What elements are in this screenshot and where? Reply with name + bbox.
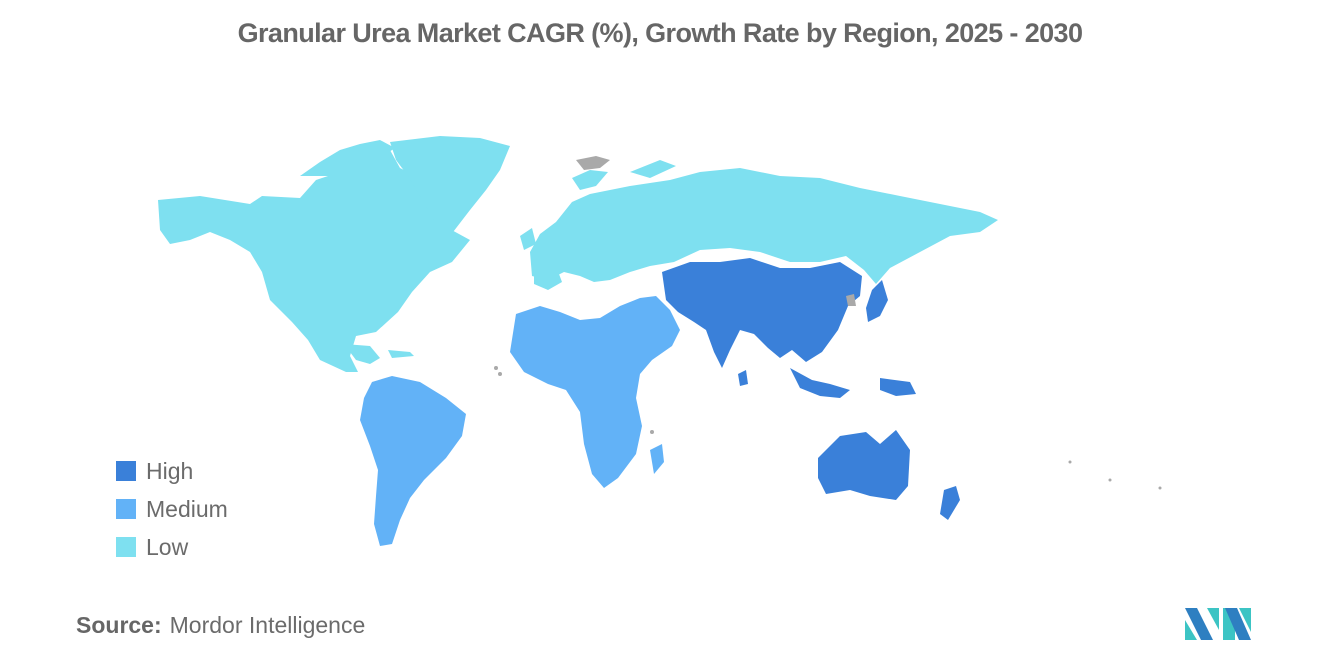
legend-swatch-medium [116,499,136,519]
region-asia-pacific [662,258,960,520]
legend-label-high: High [146,457,194,484]
region-no-data [494,156,1162,490]
legend: High Medium Low [116,452,228,566]
region-south-america [360,376,466,546]
region-middle-east-africa [510,296,680,488]
legend-label-low: Low [146,533,189,560]
region-europe-russia [520,160,998,290]
mordor-intelligence-logo-icon [1185,608,1251,640]
legend-item-high: High [116,452,228,490]
legend-swatch-low [116,537,136,557]
source-value: Mordor Intelligence [169,612,366,638]
legend-label-medium: Medium [146,495,228,522]
region-north-america [158,136,510,372]
source-label: Source: [76,612,162,638]
legend-swatch-high [116,461,136,481]
legend-item-medium: Medium [116,490,228,528]
chart-title: Granular Urea Market CAGR (%), Growth Ra… [237,18,1083,48]
source-attribution: Source: Mordor Intelligence [76,612,365,639]
legend-item-low: Low [116,528,228,566]
